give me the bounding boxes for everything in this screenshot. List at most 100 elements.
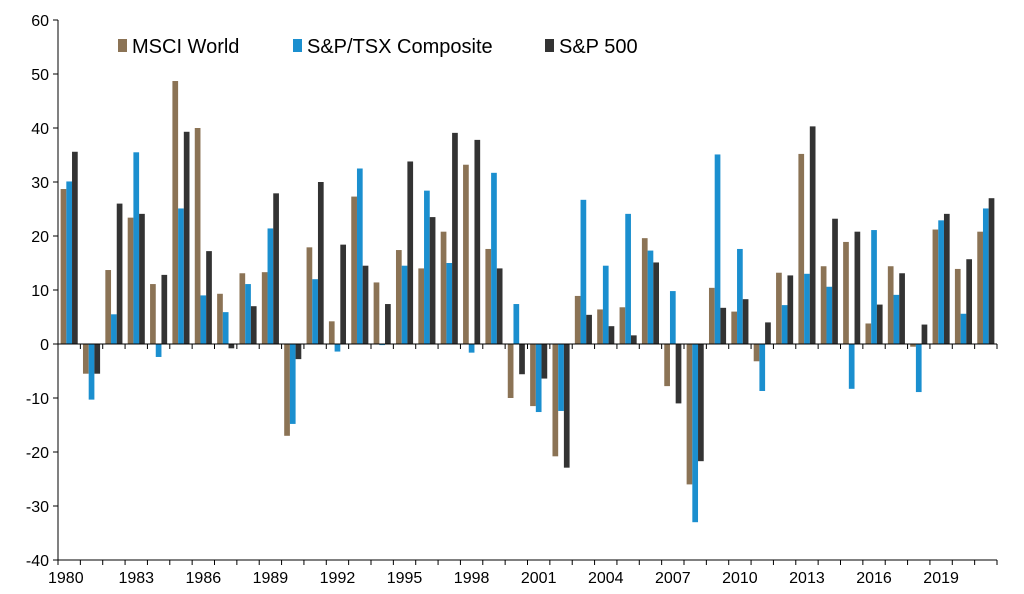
bar-msci-world-1994 <box>373 282 380 344</box>
bar-s-p-tsx-composite-1985 <box>178 208 184 344</box>
y-tick-label-50: 50 <box>31 67 49 84</box>
bar-msci-world-2006 <box>641 238 648 344</box>
bar-s-p-tsx-composite-2001 <box>535 344 542 413</box>
bar-s-p-tsx-composite-1990 <box>289 344 296 424</box>
legend-label-s-p-tsx-composite: S&P/TSX Composite <box>307 36 493 58</box>
bar-msci-world-2012 <box>776 272 782 344</box>
bar-s-p-tsx-composite-2009 <box>714 154 721 344</box>
x-tick-label-2001: 2001 <box>521 570 557 587</box>
bar-msci-world-2021 <box>977 231 983 344</box>
bar-s-p-tsx-composite-2017 <box>893 294 900 344</box>
bar-msci-world-1985 <box>172 81 179 345</box>
bar-s-p-tsx-composite-2008 <box>692 344 699 523</box>
bar-s-p-tsx-composite-1984 <box>155 344 162 357</box>
bar-msci-world-1999 <box>485 248 492 344</box>
y-tick-label-20: 20 <box>31 229 49 246</box>
bars-group <box>60 81 995 523</box>
bar-msci-world-2010 <box>731 311 738 344</box>
bar-msci-world-1998 <box>463 164 469 344</box>
bar-msci-world-2002 <box>552 344 559 457</box>
bar-s-p-tsx-composite-2011 <box>759 344 766 391</box>
bar-s-p-tsx-composite-2007 <box>669 291 676 344</box>
bar-s-p-500-1998 <box>474 139 481 344</box>
y-tick-label--20: -20 <box>26 445 49 462</box>
y-tick-label-10: 10 <box>31 283 49 300</box>
bar-msci-world-2017 <box>887 266 894 344</box>
y-tick-label--30: -30 <box>26 499 49 516</box>
bar-s-p-500-2008 <box>698 344 704 462</box>
bar-msci-world-1980 <box>60 189 67 344</box>
bar-s-p-500-1994 <box>385 304 391 344</box>
bar-s-p-500-1990 <box>295 344 302 360</box>
bar-msci-world-1988 <box>239 273 246 344</box>
bar-s-p-500-2004 <box>608 326 615 344</box>
bar-s-p-tsx-composite-2006 <box>647 250 654 344</box>
bar-msci-world-2007 <box>664 344 670 387</box>
x-tick-label-1986: 1986 <box>186 570 222 587</box>
bar-s-p-tsx-composite-1997 <box>446 263 453 344</box>
bar-s-p-tsx-composite-1992 <box>334 344 341 352</box>
legend-swatch-s-p-500 <box>545 39 554 52</box>
bar-s-p-tsx-composite-1981 <box>88 344 95 400</box>
bar-s-p-500-2018 <box>921 324 928 344</box>
bar-s-p-tsx-composite-2004 <box>602 265 609 344</box>
bar-s-p-tsx-composite-1989 <box>267 228 274 344</box>
bar-s-p-500-1986 <box>206 251 212 344</box>
bar-s-p-500-2017 <box>899 273 905 344</box>
bar-s-p-tsx-composite-1986 <box>200 295 207 344</box>
bar-msci-world-1995 <box>395 250 402 344</box>
bar-s-p-tsx-composite-2016 <box>871 230 877 344</box>
bar-s-p-tsx-composite-2014 <box>826 286 833 344</box>
bar-s-p-500-2000 <box>519 344 525 375</box>
bar-s-p-500-2009 <box>720 307 727 344</box>
bar-s-p-500-2014 <box>832 218 838 344</box>
bar-msci-world-1996 <box>418 268 425 344</box>
bar-msci-world-2014 <box>820 266 827 344</box>
bar-s-p-tsx-composite-2002 <box>558 344 564 411</box>
bar-s-p-tsx-composite-2018 <box>915 344 922 393</box>
x-tick-label-2016: 2016 <box>856 570 892 587</box>
bar-s-p-500-1981 <box>94 344 101 374</box>
bar-msci-world-2005 <box>619 307 626 344</box>
bar-s-p-500-1985 <box>183 131 190 344</box>
bar-s-p-500-2003 <box>586 314 592 344</box>
bar-s-p-tsx-composite-1991 <box>312 279 318 344</box>
bar-msci-world-1981 <box>82 344 89 374</box>
x-tick-label-1998: 1998 <box>454 570 490 587</box>
bar-msci-world-2008 <box>686 344 693 485</box>
bar-s-p-500-2005 <box>630 335 637 344</box>
bar-s-p-500-1996 <box>429 217 436 344</box>
bar-s-p-500-2016 <box>876 304 883 344</box>
bar-s-p-500-1983 <box>139 213 145 344</box>
bar-s-p-tsx-composite-2012 <box>781 305 788 344</box>
bar-msci-world-2018 <box>910 344 916 347</box>
y-tick-label--40: -40 <box>26 553 49 570</box>
bar-s-p-500-1993 <box>362 265 369 344</box>
legend-label-s-p-500: S&P 500 <box>559 36 638 58</box>
bar-msci-world-1997 <box>440 231 447 344</box>
bar-msci-world-1987 <box>217 293 223 344</box>
bar-s-p-500-2012 <box>787 275 794 344</box>
legend-swatch-msci-world <box>118 39 127 52</box>
x-tick-label-1995: 1995 <box>387 570 423 587</box>
bar-s-p-500-2013 <box>809 126 816 344</box>
bar-s-p-500-1988 <box>250 306 257 344</box>
legend-swatch-s-p-tsx-composite <box>293 39 302 52</box>
bar-s-p-tsx-composite-2019 <box>938 220 944 344</box>
legend: MSCI World S&P/TSX Composite S&P 500 <box>118 36 638 58</box>
x-tick-label-1989: 1989 <box>253 570 289 587</box>
bar-s-p-500-2007 <box>675 344 682 404</box>
bar-s-p-tsx-composite-2020 <box>960 313 967 344</box>
bar-s-p-tsx-composite-2010 <box>737 248 743 344</box>
bar-msci-world-2009 <box>708 287 715 344</box>
bar-s-p-tsx-composite-1988 <box>245 284 251 344</box>
bar-s-p-500-2015 <box>854 231 861 344</box>
bar-s-p-500-1980 <box>72 151 78 344</box>
bar-s-p-500-2020 <box>966 259 973 344</box>
bar-s-p-500-1997 <box>452 132 458 344</box>
bar-s-p-tsx-composite-1995 <box>401 265 408 344</box>
bar-s-p-500-1984 <box>161 274 168 344</box>
bar-s-p-500-2011 <box>765 322 771 344</box>
y-tick-label-40: 40 <box>31 121 49 138</box>
